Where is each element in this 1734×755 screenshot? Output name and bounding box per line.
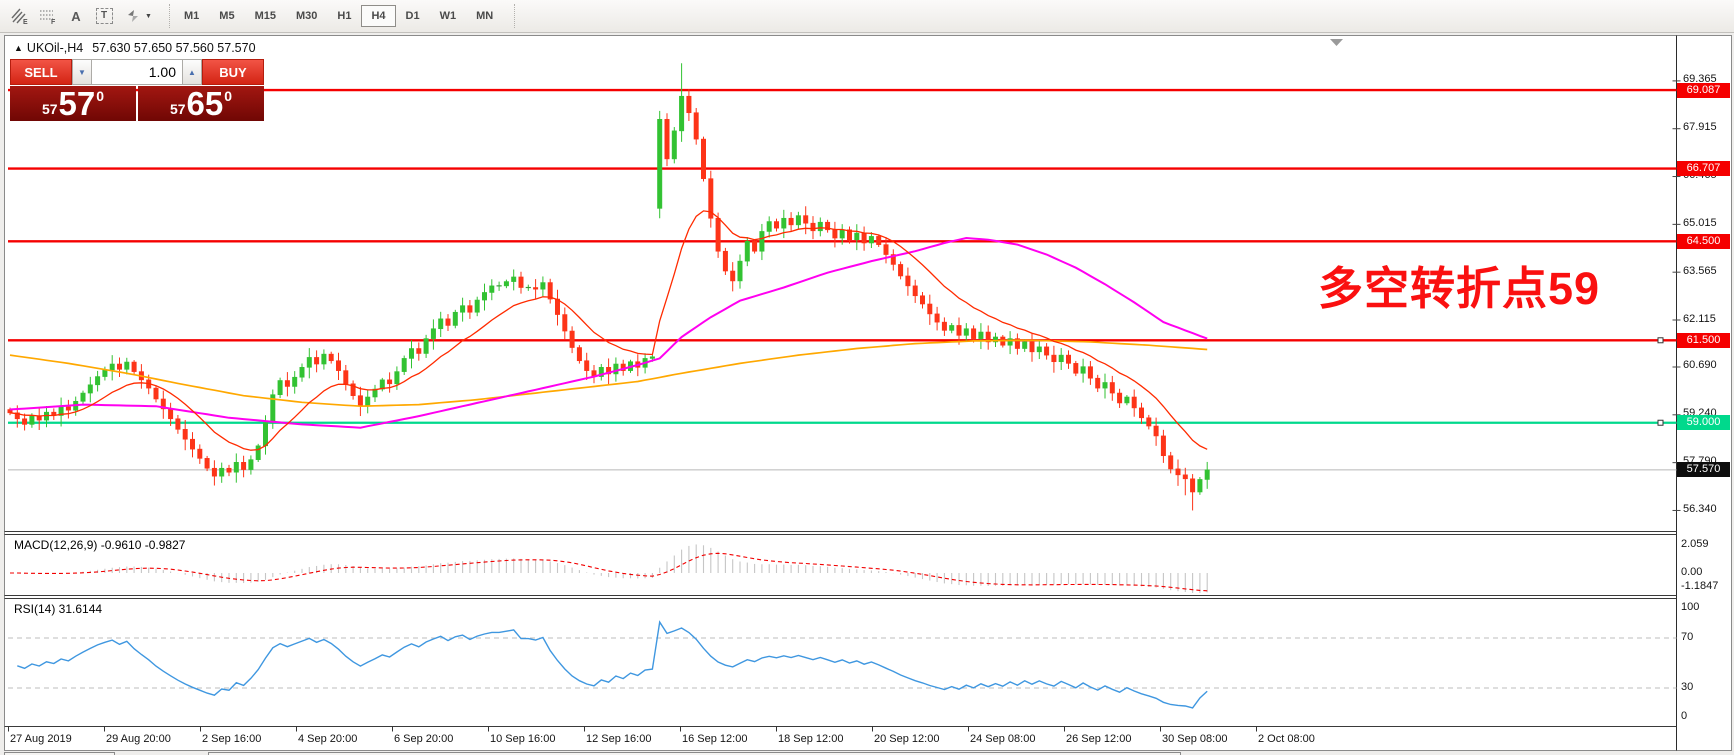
time-tick-label: 6 Sep 20:00 xyxy=(394,733,454,745)
sell-price-display[interactable]: 57 57 0 xyxy=(10,86,136,121)
svg-text:E: E xyxy=(23,19,28,25)
timeframe-button-h1[interactable]: H1 xyxy=(337,10,352,22)
symbol-marker-icon: ▲ xyxy=(14,43,23,53)
time-tick-label: 26 Sep 12:00 xyxy=(1066,733,1132,745)
price-chart-canvas[interactable] xyxy=(0,35,1734,755)
sell-price-prefix: 57 xyxy=(41,101,58,117)
dropdown-caret-icon: ▼ xyxy=(145,12,152,20)
macd-axis-zero: 0.00 xyxy=(1681,566,1703,578)
crosshatch-pattern-tool-button[interactable]: E xyxy=(6,4,34,28)
rsi-indicator-label: RSI(14) 31.6144 xyxy=(14,602,103,616)
price-tick-label: 60.690 xyxy=(1683,359,1717,372)
chart-toolbar: E F A T ▼ M1 M5 M15 M30 H1 H4 D1 W1 MN xyxy=(0,0,1734,33)
timeframe-button-m15[interactable]: M15 xyxy=(254,10,276,22)
price-tick-label: 56.340 xyxy=(1683,502,1717,515)
buy-price-pip: 0 xyxy=(224,88,233,104)
price-tick-label: 63.565 xyxy=(1683,264,1717,277)
price-level-badge: 59.000 xyxy=(1677,415,1730,431)
sell-price-pip: 0 xyxy=(96,88,105,104)
volume-increase-button[interactable]: ▲ xyxy=(182,59,202,85)
time-tick-label: 18 Sep 12:00 xyxy=(778,733,844,745)
rsi-axis-70: 70 xyxy=(1681,631,1694,643)
text-box-icon: T xyxy=(95,8,113,24)
price-tick-label: 69.365 xyxy=(1683,73,1717,86)
price-tick-label: 62.115 xyxy=(1683,312,1716,325)
price-level-badge: 61.500 xyxy=(1677,332,1730,348)
text-label-tool-button[interactable]: A xyxy=(62,4,90,28)
chart-text-annotation[interactable]: 多空转折点59 xyxy=(1318,263,1601,314)
rsi-axis-0: 0 xyxy=(1681,710,1688,722)
time-tick-label: 4 Sep 20:00 xyxy=(298,733,358,745)
toolbar-separator xyxy=(160,4,170,28)
text-a-icon: A xyxy=(71,8,81,24)
macd-axis-min: -1.1847 xyxy=(1681,580,1719,592)
rsi-axis-100: 100 xyxy=(1681,601,1700,613)
time-tick-label: 29 Aug 20:00 xyxy=(106,733,171,745)
chart-symbol-title: ▲ UKOil-,H4 57.630 57.650 57.560 57.570 xyxy=(14,41,256,55)
timeframe-button-w1[interactable]: W1 xyxy=(439,10,457,22)
svg-text:F: F xyxy=(51,19,56,25)
volume-decrease-button[interactable]: ▼ xyxy=(72,59,92,85)
macd-axis-max: 2.059 xyxy=(1681,538,1709,550)
time-tick-label: 2 Sep 16:00 xyxy=(202,733,262,745)
rsi-axis-30: 30 xyxy=(1681,681,1694,693)
timeframe-button-mn[interactable]: MN xyxy=(476,10,494,22)
timeframe-button-m30[interactable]: M30 xyxy=(295,10,318,22)
buy-button[interactable]: BUY xyxy=(202,59,264,85)
volume-input[interactable] xyxy=(92,59,182,85)
time-tick-label: 2 Oct 08:00 xyxy=(1258,733,1315,745)
time-tick-label: 27 Aug 2019 xyxy=(10,733,72,745)
timeframe-button-d1[interactable]: D1 xyxy=(405,10,420,22)
time-tick-label: 30 Sep 08:00 xyxy=(1162,733,1228,745)
price-tick-label: 67.915 xyxy=(1683,121,1717,134)
buy-price-prefix: 57 xyxy=(169,101,186,117)
arrow-objects-tool-button[interactable]: ▼ xyxy=(118,4,158,28)
grid-pattern-tool-button[interactable]: F xyxy=(34,4,62,28)
arrows-icon xyxy=(128,10,139,22)
price-tick-label: 65.015 xyxy=(1683,216,1717,229)
price-level-badge: 64.500 xyxy=(1677,233,1730,249)
timeframe-button-m1[interactable]: M1 xyxy=(184,10,200,22)
time-tick-label: 10 Sep 16:00 xyxy=(490,733,556,745)
ohlc-values: 57.630 57.650 57.560 57.570 xyxy=(92,41,256,55)
crosshatch-icon: E xyxy=(11,8,28,25)
symbol-timeframe-label: UKOil-,H4 xyxy=(26,41,84,55)
time-tick-label: 20 Sep 12:00 xyxy=(874,733,940,745)
timeframe-group: M1 M5 M15 M30 H1 H4 D1 W1 MN xyxy=(174,5,503,27)
timeframe-button-h4[interactable]: H4 xyxy=(361,5,396,27)
buy-price-main: 65 xyxy=(186,85,224,122)
price-level-badge: 69.087 xyxy=(1677,82,1730,98)
price-level-badge: 66.707 xyxy=(1677,161,1730,177)
macd-indicator-label: MACD(12,26,9) -0.9610 -0.9827 xyxy=(14,538,186,552)
sell-price-main: 57 xyxy=(58,85,96,122)
grid-icon: F xyxy=(40,10,56,25)
sell-button[interactable]: SELL xyxy=(10,59,72,85)
text-box-tool-button[interactable]: T xyxy=(90,4,118,28)
one-click-trade-panel: SELL ▼ ▲ BUY 57 57 0 57 65 0 xyxy=(10,59,264,121)
timeframe-button-m5[interactable]: M5 xyxy=(219,10,235,22)
time-tick-label: 24 Sep 08:00 xyxy=(970,733,1036,745)
time-tick-label: 16 Sep 12:00 xyxy=(682,733,748,745)
buy-price-display[interactable]: 57 65 0 xyxy=(138,86,264,121)
price-level-badge: 57.570 xyxy=(1677,462,1730,478)
time-tick-label: 12 Sep 16:00 xyxy=(586,733,652,745)
toolbar-separator xyxy=(505,4,516,28)
